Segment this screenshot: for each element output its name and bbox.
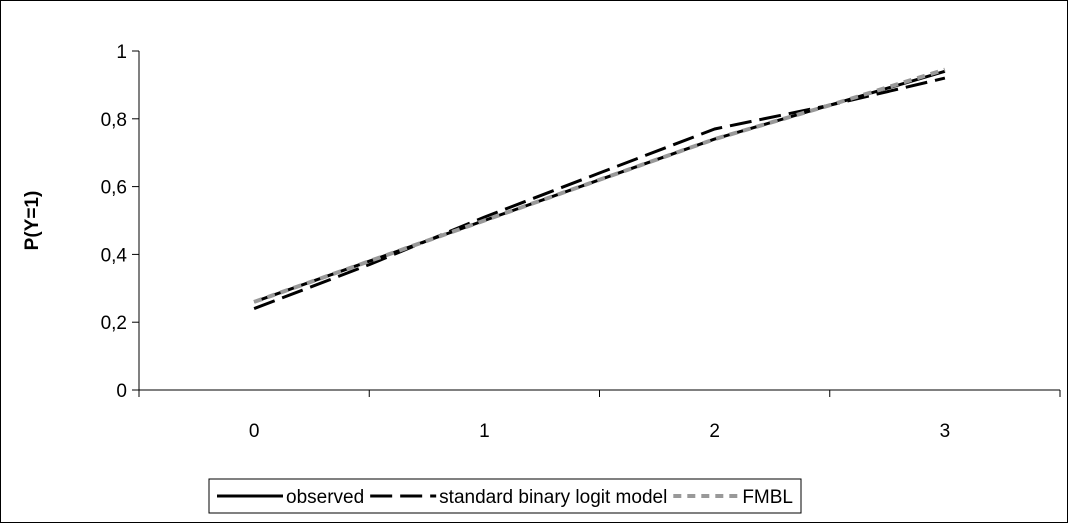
x-tick-label: 2 xyxy=(709,421,720,442)
series-line-standard-binary-logit-model xyxy=(253,76,946,311)
y-tick-label: 0,4 xyxy=(101,245,128,266)
series-lines xyxy=(253,67,946,311)
y-tick-label: 0 xyxy=(116,381,127,402)
series-line-observed xyxy=(253,69,946,304)
x-tick-label: 0 xyxy=(249,421,260,442)
y-axis-title: P(Y=1) xyxy=(22,191,43,251)
legend-label: standard binary logit model xyxy=(439,487,667,508)
y-tick-label: 0,2 xyxy=(101,313,127,334)
legend-box xyxy=(208,478,802,514)
legend-label: FMBL xyxy=(742,487,793,508)
x-tick-label: 3 xyxy=(940,421,951,442)
axes xyxy=(132,50,1061,397)
y-tick-labels: 0 0,2 0,4 0,6 0,8 1 xyxy=(101,42,128,402)
y-tick-label: 1 xyxy=(116,42,127,63)
legend-label: observed xyxy=(286,487,364,508)
y-tick-label: 0,8 xyxy=(101,110,127,131)
legend: observed standard binary logit model FMBL xyxy=(208,478,802,514)
x-tick-label: 1 xyxy=(479,421,490,442)
series-line-fmbl xyxy=(253,67,946,304)
y-tick-label: 0,6 xyxy=(101,178,127,199)
x-tick-labels: 0 1 2 3 xyxy=(249,421,950,442)
